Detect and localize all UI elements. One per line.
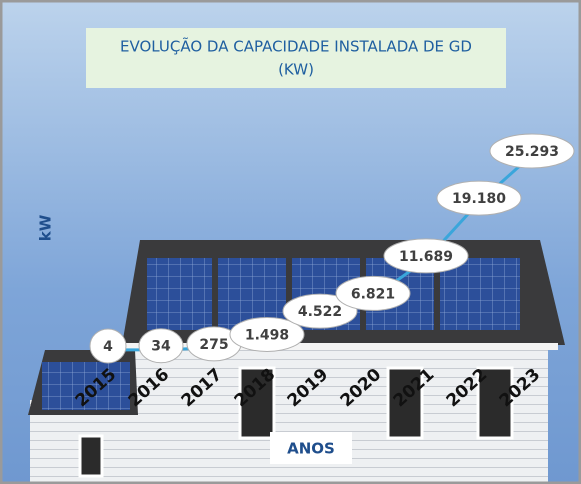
chart-title: EVOLUÇÃO DA CAPACIDADE INSTALADA DE GD [120,37,472,56]
data-label: 19.180 [452,191,506,207]
data-label: 275 [199,337,228,353]
chart-title: (KW) [278,61,314,79]
chart: EVOLUÇÃO DA CAPACIDADE INSTALADA DE GD (… [0,0,581,484]
data-label: 11.689 [399,249,453,265]
data-label: 25.293 [505,144,559,160]
data-label: 4.522 [298,304,342,320]
x-axis-label: ANOS [287,440,335,458]
data-label: 34 [151,339,171,355]
data-label: 6.821 [351,286,395,302]
y-axis-label: kW [37,214,55,241]
data-label: 4 [103,339,113,355]
data-label: 1.498 [245,327,289,343]
